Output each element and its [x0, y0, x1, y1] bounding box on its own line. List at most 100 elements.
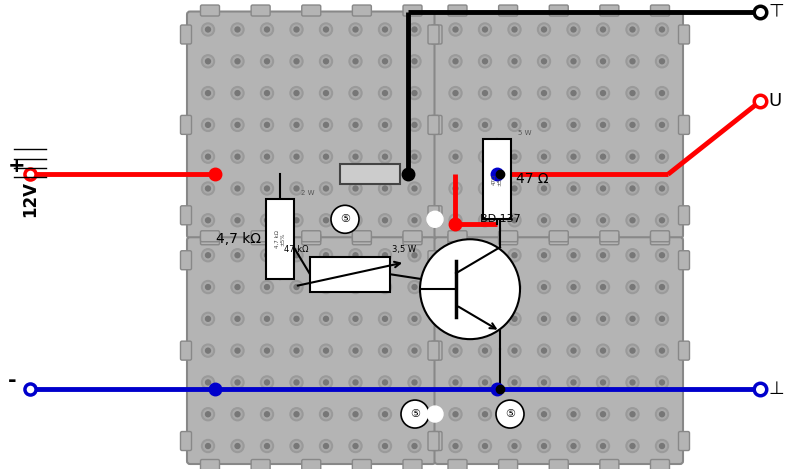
Circle shape [510, 283, 519, 291]
Circle shape [262, 442, 271, 450]
Circle shape [290, 280, 303, 294]
Circle shape [412, 380, 417, 385]
Circle shape [324, 444, 328, 448]
Circle shape [292, 283, 301, 291]
Circle shape [410, 251, 419, 260]
Circle shape [481, 283, 490, 291]
Circle shape [351, 410, 360, 419]
Circle shape [320, 344, 332, 357]
Circle shape [600, 154, 606, 159]
Circle shape [449, 182, 462, 195]
Circle shape [349, 376, 362, 389]
Circle shape [541, 59, 546, 64]
Circle shape [265, 59, 270, 64]
FancyBboxPatch shape [448, 231, 467, 242]
Circle shape [657, 121, 666, 129]
Circle shape [292, 314, 301, 323]
Circle shape [453, 91, 458, 96]
Circle shape [599, 283, 607, 291]
Circle shape [537, 87, 550, 99]
Circle shape [596, 280, 610, 294]
Circle shape [349, 182, 362, 195]
Circle shape [510, 346, 519, 355]
Circle shape [537, 439, 550, 453]
Circle shape [657, 346, 666, 355]
Circle shape [483, 154, 487, 159]
Circle shape [540, 152, 549, 161]
Circle shape [324, 348, 328, 353]
Circle shape [512, 348, 517, 353]
Circle shape [508, 344, 521, 357]
Circle shape [382, 348, 387, 353]
Circle shape [351, 121, 360, 129]
Circle shape [408, 118, 421, 131]
Circle shape [265, 122, 270, 128]
Circle shape [349, 408, 362, 421]
Circle shape [512, 285, 517, 289]
FancyBboxPatch shape [428, 115, 439, 135]
Circle shape [349, 249, 362, 262]
Circle shape [378, 249, 391, 262]
Circle shape [569, 314, 578, 323]
Circle shape [508, 312, 521, 325]
Circle shape [660, 186, 665, 191]
Circle shape [349, 87, 362, 99]
Circle shape [569, 121, 578, 129]
Circle shape [571, 412, 576, 416]
Circle shape [410, 121, 419, 129]
Circle shape [540, 251, 549, 260]
Circle shape [322, 216, 331, 225]
FancyBboxPatch shape [352, 234, 371, 245]
Circle shape [410, 378, 419, 387]
Circle shape [512, 317, 517, 321]
Circle shape [324, 412, 328, 416]
Circle shape [656, 87, 669, 99]
Circle shape [320, 439, 332, 453]
Circle shape [410, 410, 419, 419]
Circle shape [235, 186, 240, 191]
Circle shape [481, 410, 490, 419]
Circle shape [262, 378, 271, 387]
Circle shape [479, 182, 491, 195]
FancyBboxPatch shape [251, 234, 270, 245]
FancyBboxPatch shape [180, 25, 192, 44]
Circle shape [235, 444, 240, 448]
Circle shape [537, 214, 550, 227]
FancyBboxPatch shape [549, 5, 568, 16]
Bar [310, 257, 390, 292]
Circle shape [541, 444, 546, 448]
Circle shape [660, 27, 665, 32]
Circle shape [626, 87, 639, 99]
Circle shape [596, 150, 610, 163]
Circle shape [656, 214, 669, 227]
Circle shape [481, 216, 490, 225]
Circle shape [353, 154, 358, 159]
FancyBboxPatch shape [180, 206, 192, 225]
Circle shape [261, 344, 273, 357]
Circle shape [628, 251, 637, 260]
Circle shape [599, 152, 607, 161]
Circle shape [408, 249, 421, 262]
Circle shape [324, 154, 328, 159]
Circle shape [261, 408, 273, 421]
FancyBboxPatch shape [180, 251, 192, 270]
Circle shape [483, 253, 487, 257]
Circle shape [233, 442, 242, 450]
Circle shape [599, 184, 607, 193]
Circle shape [540, 216, 549, 225]
Circle shape [508, 249, 521, 262]
Circle shape [381, 184, 390, 193]
Circle shape [206, 348, 211, 353]
FancyBboxPatch shape [600, 460, 619, 469]
Circle shape [382, 122, 387, 128]
Circle shape [261, 280, 273, 294]
Circle shape [512, 154, 517, 159]
Circle shape [628, 442, 637, 450]
Circle shape [510, 410, 519, 419]
Circle shape [290, 312, 303, 325]
Circle shape [265, 253, 270, 257]
Circle shape [290, 55, 303, 68]
Circle shape [483, 444, 487, 448]
FancyBboxPatch shape [251, 460, 270, 469]
Circle shape [656, 376, 669, 389]
